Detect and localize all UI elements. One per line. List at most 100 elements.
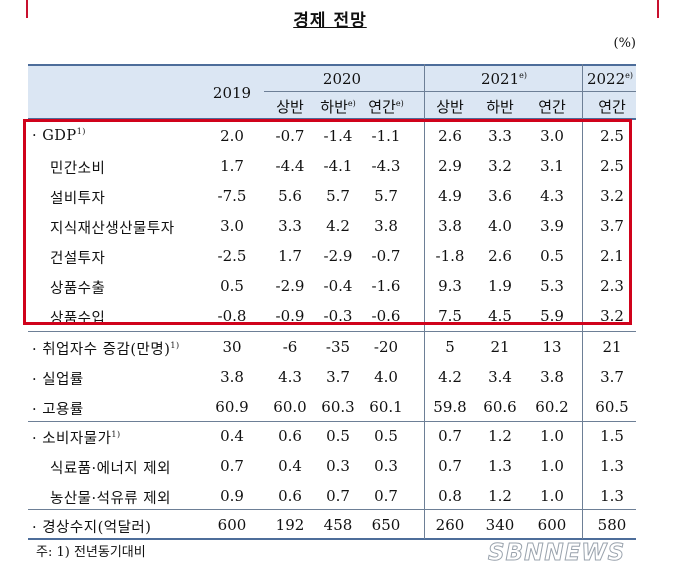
table-cell: 5.9 — [540, 307, 564, 325]
table-cell: -2.5 — [217, 247, 247, 265]
table-cell: 0.6 — [278, 427, 302, 445]
row-label-text: 설비투자 — [50, 191, 106, 207]
table-cell: 3.6 — [488, 187, 512, 205]
table-row: · 경상수지(억달러) 600 192 458 650 260 340 600 580 — [28, 510, 636, 540]
table-cell: 2.5 — [600, 157, 624, 175]
subheader-text: 하반 — [486, 98, 514, 116]
table-cell: 0.5 — [374, 427, 398, 445]
table-cell: 4.2 — [438, 368, 462, 386]
table-cell: 5.6 — [278, 187, 302, 205]
row-group-rule — [28, 421, 636, 422]
table-cell: 3.3 — [488, 127, 512, 145]
table-cell: -4.1 — [323, 157, 353, 175]
row-label-text: · GDP — [32, 127, 77, 144]
table-cell: 0.4 — [220, 427, 244, 445]
table-cell: 60.3 — [321, 398, 355, 416]
row-label-text: 식료품·에너지 제외 — [50, 461, 171, 477]
table-row: 건설투자 -2.5 1.7 -2.9 -0.7 -1.8 2.6 0.5 2.1 — [28, 241, 636, 271]
table-cell: 2.1 — [600, 247, 624, 265]
table-cell: -0.7 — [371, 247, 401, 265]
table-cell: 60.2 — [535, 398, 569, 416]
table-cell: 3.2 — [600, 307, 624, 325]
table-row: 설비투자 -7.5 5.6 5.7 5.7 4.9 3.6 4.3 3.2 — [28, 181, 636, 211]
table-cell: 59.8 — [433, 398, 467, 416]
table-cell: 7.5 — [438, 307, 462, 325]
unit-label: (%) — [613, 36, 637, 51]
table-row: 식료품·에너지 제외 0.7 0.4 0.3 0.3 0.7 1.3 1.0 1.3 — [28, 451, 636, 481]
row-label-text: 지식재산생산물투자 — [50, 221, 175, 237]
row-label: · 경상수지(억달러) — [32, 516, 151, 537]
table-cell: 1.7 — [278, 247, 302, 265]
table-cell: 0.5 — [326, 427, 350, 445]
row-label-mark: 1) — [76, 127, 86, 136]
table-cell: -6 — [282, 338, 298, 356]
table-cell: 1.0 — [540, 457, 564, 475]
subheader-6: 연간 — [584, 96, 640, 117]
subheader-4: 하반 — [472, 96, 528, 117]
header-2022-mark: e) — [625, 71, 634, 80]
table-row: 농산물·석유류 제외 0.9 0.6 0.7 0.7 0.8 1.2 1.0 1.3 — [28, 481, 636, 511]
table-cell: 260 — [435, 516, 465, 534]
subheader-5: 연간 — [524, 96, 580, 117]
row-label-mark: 1) — [111, 430, 121, 440]
table-cell: -0.6 — [371, 307, 401, 325]
table-cell: 1.0 — [540, 487, 564, 505]
table-cell: 1.2 — [488, 427, 512, 445]
table-cell: 4.3 — [278, 368, 302, 386]
table-cell: 0.3 — [326, 457, 350, 475]
row-label-text: 민간소비 — [50, 161, 106, 177]
footnote: 주: 1) 전년동기대비 — [36, 545, 146, 560]
table-cell: 192 — [275, 516, 305, 534]
table-cell: -4.3 — [371, 157, 401, 175]
table-row: 상품수출 0.5 -2.9 -0.4 -1.6 9.3 1.9 5.3 2.3 — [28, 271, 636, 301]
row-label: 농산물·석유류 제외 — [50, 487, 171, 508]
row-label-text: · 소비자물가 — [32, 431, 112, 447]
table-cell: 600 — [217, 516, 247, 534]
frame-line-left — [26, 0, 28, 18]
header-2019: 2019 — [212, 84, 252, 102]
table-cell: -7.5 — [217, 187, 247, 205]
subheader-mark: e) — [347, 99, 356, 108]
row-label-mark: 1) — [170, 341, 180, 351]
table-cell: 5.3 — [540, 277, 564, 295]
table-cell: 2.3 — [600, 277, 624, 295]
subheader-text: 하반 — [320, 98, 348, 116]
table-cell: 60.5 — [595, 398, 629, 416]
table-cell: 3.9 — [540, 217, 564, 235]
table-cell: 4.3 — [540, 187, 564, 205]
table-cell: 3.8 — [540, 368, 564, 386]
row-label: 식료품·에너지 제외 — [50, 457, 171, 478]
table-cell: 0.5 — [540, 247, 564, 265]
table-cell: 21 — [490, 338, 510, 356]
table-row: · GDP1) 2.0 -0.7 -1.4 -1.1 2.6 3.3 3.0 2.5 — [28, 121, 636, 151]
header-mid-rule — [264, 91, 636, 92]
column-divider-2021 — [424, 119, 425, 539]
table-cell: 1.7 — [220, 157, 244, 175]
table-cell: 0.9 — [220, 487, 244, 505]
row-group-rule — [28, 509, 636, 510]
table-cell: 60.1 — [369, 398, 403, 416]
subheader-text: 연간 — [538, 98, 566, 116]
row-label-text: 농산물·석유류 제외 — [50, 491, 171, 507]
table-cell: 0.5 — [220, 277, 244, 295]
table-row: 민간소비 1.7 -4.4 -4.1 -4.3 2.9 3.2 3.1 2.5 — [28, 151, 636, 181]
subheader-text: 연간 — [598, 98, 626, 116]
table-cell: -0.9 — [275, 307, 305, 325]
table-cell: -2.9 — [323, 247, 353, 265]
table-cell: 0.8 — [438, 487, 462, 505]
table-cell: 3.2 — [600, 187, 624, 205]
table-cell: 1.9 — [488, 277, 512, 295]
table-row: · 소비자물가1) 0.4 0.6 0.5 0.5 0.7 1.2 1.0 1.5 — [28, 421, 636, 451]
table-cell: 458 — [323, 516, 353, 534]
table-row: · 고용률 60.9 60.0 60.3 60.1 59.8 60.6 60.2 60.5 — [28, 392, 636, 422]
table-bottom-rule — [28, 538, 636, 540]
row-label: 민간소비 — [50, 157, 105, 178]
table-cell: 340 — [485, 516, 515, 534]
row-label: 설비투자 — [50, 187, 105, 208]
table-cell: 0.7 — [326, 487, 350, 505]
header-2022: 2022e) — [584, 70, 636, 88]
header-2021-year: 2021 — [480, 70, 520, 88]
row-group-rule — [28, 331, 636, 332]
table-cell: 0.4 — [278, 457, 302, 475]
frame-line-right — [657, 0, 659, 18]
